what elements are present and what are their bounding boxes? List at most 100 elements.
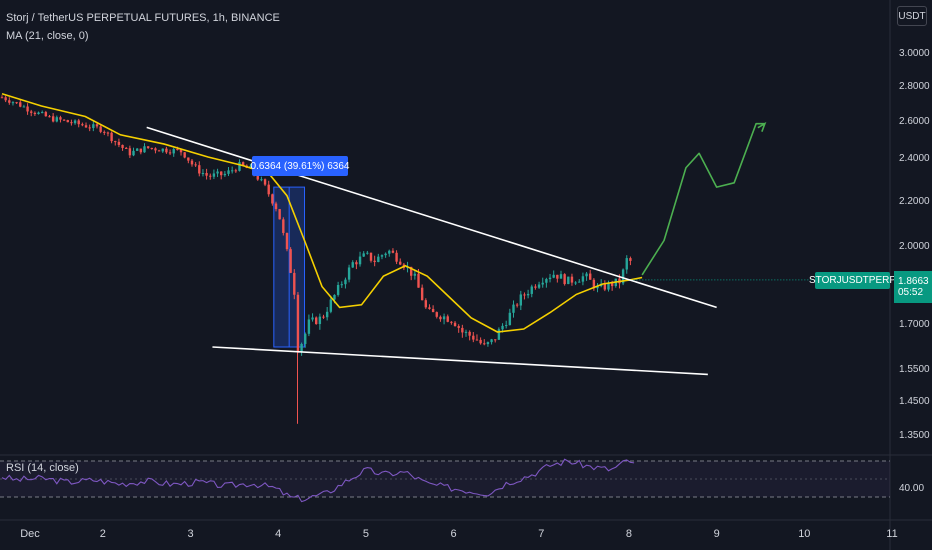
candle-body <box>307 319 311 334</box>
candle-body <box>161 148 164 152</box>
candle-body <box>198 165 201 174</box>
candle-body <box>592 279 596 289</box>
candle-body <box>556 274 559 279</box>
candle-body <box>501 325 504 330</box>
y-axis-label: 1.7000 <box>899 319 930 330</box>
candle-body <box>77 120 80 125</box>
x-axis-label: 8 <box>626 528 632 540</box>
candle-body <box>114 141 117 143</box>
candle-body <box>44 112 48 117</box>
candle-body <box>596 286 599 289</box>
candle-body <box>81 124 84 126</box>
rsi-indicator-label[interactable]: RSI (14, close) <box>6 462 79 474</box>
candle-body <box>132 150 135 156</box>
projection-line <box>641 122 765 276</box>
candle-body <box>22 106 26 108</box>
candle-body <box>574 282 577 284</box>
candle-body <box>311 317 314 320</box>
candle-body <box>537 284 541 288</box>
x-axis-label: 6 <box>451 528 457 540</box>
candle-body <box>563 274 566 285</box>
y-axis-label: 2.2000 <box>899 196 930 207</box>
bar-countdown: 05:52 <box>898 287 924 298</box>
candle-body <box>523 294 526 296</box>
candle-body <box>344 279 347 285</box>
candle-body <box>285 232 289 250</box>
candle-body <box>603 283 607 290</box>
candle-body <box>504 325 508 327</box>
candle-body <box>395 252 398 262</box>
rsi-line <box>1 458 635 503</box>
candle-body <box>33 112 37 115</box>
candle-body <box>216 171 219 174</box>
candle-body <box>322 316 325 318</box>
last-price: 1.8663 <box>898 276 929 287</box>
candle-body <box>457 326 460 328</box>
candle-body <box>325 311 329 318</box>
candle-body <box>391 250 395 253</box>
candle-body <box>621 269 625 284</box>
candle-body <box>260 179 263 181</box>
candle-body <box>461 327 464 333</box>
y-axis-label: 1.3500 <box>899 430 930 441</box>
candle-body <box>282 219 285 233</box>
candle-body <box>333 294 336 300</box>
x-axis-label: 10 <box>798 528 810 540</box>
candle-body <box>267 184 270 195</box>
x-axis-label: 9 <box>714 528 720 540</box>
candle-body <box>223 173 227 176</box>
candle-body <box>347 267 351 280</box>
candle-body <box>0 97 4 99</box>
x-axis-label: 5 <box>363 528 369 540</box>
candle-body <box>464 331 468 333</box>
x-axis-label: 3 <box>187 528 193 540</box>
candle-body <box>263 179 267 185</box>
candle-body <box>220 171 223 176</box>
y-axis-label: 2.8000 <box>899 81 930 92</box>
candle-body <box>40 112 44 114</box>
candle-body <box>241 162 245 166</box>
candle-body <box>552 274 555 278</box>
candle-body <box>508 312 512 326</box>
candle-body <box>424 300 428 308</box>
price-pane <box>0 0 890 455</box>
ma-indicator-label[interactable]: MA (21, close, 0) <box>6 30 89 42</box>
candle-body <box>355 262 358 265</box>
candle-body <box>110 132 113 142</box>
symbol-tag: STORJUSDTPERP <box>809 272 896 289</box>
y-axis-label: 2.0000 <box>899 241 930 252</box>
candle-body <box>366 252 369 254</box>
candle-body <box>377 256 380 262</box>
candle-body <box>541 282 544 285</box>
y-axis-label: 3.0000 <box>899 48 930 59</box>
candle-body <box>625 258 628 270</box>
candle-body <box>168 152 172 154</box>
candle-body <box>51 116 55 122</box>
candle-body <box>472 335 475 340</box>
candle-body <box>512 304 515 313</box>
x-axis-label: 4 <box>275 528 281 540</box>
candle-body <box>607 282 610 290</box>
candle-body <box>66 120 69 123</box>
measure-label: 0.6364 (39.61%) 6364 <box>251 156 349 176</box>
candle-body <box>304 333 307 344</box>
candle-body <box>431 308 435 313</box>
rsi-level-label: 40.00 <box>899 483 924 494</box>
candle-body <box>475 339 479 341</box>
candle-body <box>37 112 40 115</box>
candle-body <box>409 266 413 276</box>
candle-body <box>59 117 62 120</box>
candle-body <box>172 149 175 154</box>
candle-body <box>84 125 88 128</box>
candle-body <box>238 162 241 171</box>
candle-body <box>8 100 11 103</box>
candle-body <box>578 281 581 283</box>
candle-body <box>483 343 486 345</box>
candle-body <box>293 272 296 295</box>
candle-body <box>446 316 449 322</box>
candle-body <box>48 116 51 118</box>
currency-button[interactable]: USDT <box>897 6 927 26</box>
candle-body <box>453 322 457 327</box>
candle-body <box>146 146 150 148</box>
